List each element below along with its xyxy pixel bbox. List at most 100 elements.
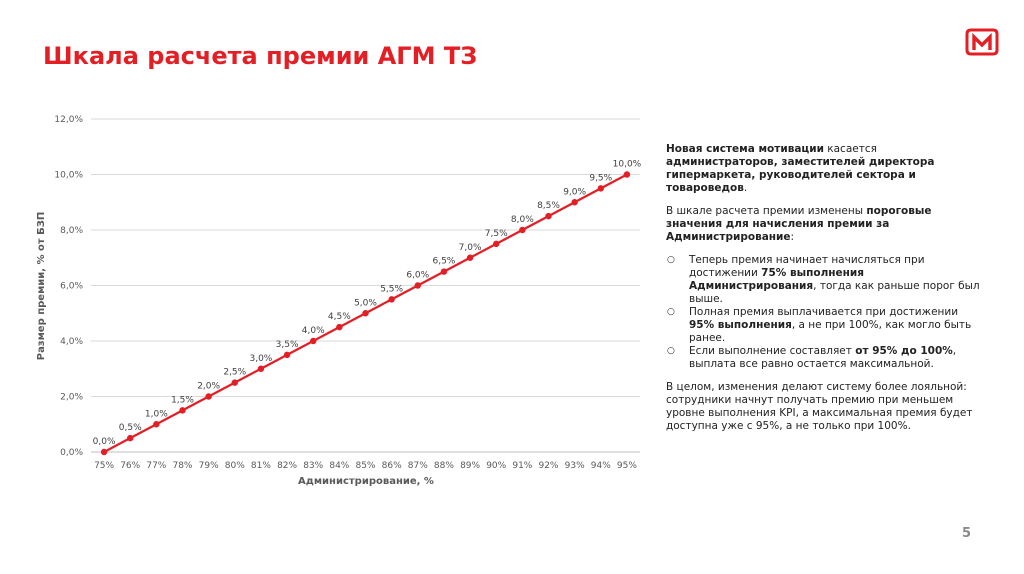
data-point: [205, 393, 212, 400]
data-label: 0,5%: [119, 423, 142, 433]
bold-text: 95% выполнения: [689, 319, 792, 331]
data-point: [466, 254, 474, 261]
x-tick-label: 85%: [355, 461, 375, 471]
y-tick-label: 8,0%: [60, 226, 83, 236]
intro-paragraph: Новая система мотивации касается админис…: [666, 143, 986, 195]
y-tick-label: 2,0%: [60, 393, 83, 403]
y-tick-label: 4,0%: [60, 337, 83, 347]
data-point: [179, 407, 186, 414]
list-item: Теперь премия начинает начисляться при д…: [666, 254, 986, 306]
x-tick-label: 79%: [199, 461, 219, 471]
data-point: [571, 199, 578, 206]
y-tick-label: 6,0%: [60, 282, 83, 292]
data-point: [545, 212, 552, 220]
data-point: [623, 171, 631, 178]
data-point: [362, 310, 369, 317]
x-tick-label: 77%: [146, 461, 166, 471]
data-label: 5,0%: [354, 298, 377, 308]
data-point: [231, 379, 238, 386]
y-tick-label: 12,0%: [54, 115, 83, 125]
x-axis-title: Администрирование, %: [298, 476, 434, 487]
data-label: 8,5%: [537, 201, 560, 211]
data-label: 5,5%: [380, 284, 403, 294]
data-point: [310, 337, 317, 345]
text-run: В целом, изменения делают систему более …: [666, 381, 973, 432]
x-tick-label: 78%: [172, 461, 192, 471]
data-point: [597, 185, 604, 192]
text-run: , выплата все равно остается максимально…: [689, 345, 957, 370]
x-tick-label: 81%: [251, 461, 271, 471]
data-point: [283, 351, 291, 359]
x-tick-label: 94%: [591, 461, 611, 471]
data-label: 4,0%: [302, 326, 325, 336]
list-item: Полная премия выплачивается при достижен…: [666, 306, 986, 345]
bold-text: администраторов, заместителей директора …: [666, 156, 935, 194]
chart-data-labels: 0,0%0,5%1,0%1,5%2,0%2,5%3,0% 3,5%4,0%4,5%…: [93, 160, 642, 448]
data-point: [440, 268, 448, 275]
bold-text: 75% выполнения Администрирования: [689, 267, 864, 292]
data-label: 9,5%: [589, 173, 612, 183]
x-tick-label: 90%: [486, 461, 506, 471]
x-tick-label: 92%: [538, 461, 558, 471]
text-run: Полная премия выплачивается при достижен…: [689, 306, 959, 318]
x-tick-label: 95%: [617, 461, 637, 471]
x-tick-label: 87%: [408, 461, 428, 471]
data-label: 7,5%: [485, 229, 508, 239]
data-point: [153, 421, 160, 428]
description-panel: Новая система мотивации касается админис…: [666, 143, 986, 443]
x-tick-label: 91%: [512, 461, 532, 471]
y-tick-label: 0,0%: [60, 448, 83, 458]
data-label: 2,5%: [223, 368, 246, 378]
magnit-logo-icon: [965, 28, 999, 56]
page-number: 5: [962, 526, 972, 541]
x-tick-label: 86%: [382, 461, 402, 471]
bold-text: пороговые значения для начисления премии…: [666, 205, 932, 243]
data-point: [388, 296, 395, 303]
data-point: [257, 365, 265, 372]
text-run: Если выполнение составляет: [689, 345, 856, 357]
data-label: 2,0%: [197, 382, 220, 392]
x-axis-tick-labels: 75% 76% 77% 78% 79% 80% 81% 82% 83% 84% 85% 86% 87% 8…: [94, 461, 637, 471]
x-tick-label: 84%: [329, 461, 349, 471]
data-point: [336, 323, 343, 331]
bold-text: от 95% до 100%: [855, 345, 953, 357]
data-label: 8,0%: [511, 215, 534, 225]
summary-paragraph: В целом, изменения делают систему более …: [666, 381, 986, 433]
y-axis-tick-labels: 0,0% 2,0% 4,0% 6,0% 8,0% 10,0% 12,0%: [54, 115, 83, 458]
text-run: , а не при 100%, как могло быть ранее.: [689, 319, 972, 344]
chart-series: [100, 171, 631, 456]
data-label: 6,5%: [432, 257, 455, 267]
list-item: Если выполнение составляет от 95% до 100…: [666, 345, 986, 371]
data-point: [493, 240, 500, 248]
data-label: 1,0%: [145, 409, 168, 419]
data-label: 10,0%: [613, 160, 642, 170]
thresholds-paragraph: В шкале расчета премии изменены пороговы…: [666, 205, 986, 244]
x-tick-label: 76%: [120, 461, 140, 471]
data-label: 9,0%: [563, 187, 586, 197]
x-tick-label: 75%: [94, 461, 114, 471]
data-label: 0,0%: [93, 437, 116, 447]
data-point: [414, 282, 421, 289]
data-label: 4,5%: [328, 312, 351, 322]
data-point: [519, 226, 526, 234]
x-tick-label: 83%: [303, 461, 323, 471]
y-axis-title: Размер премии, % от БЗП: [36, 212, 47, 361]
data-label: 6,0%: [406, 271, 429, 281]
data-label: 7,0%: [459, 243, 482, 253]
y-tick-label: 10,0%: [54, 171, 83, 181]
x-tick-label: 89%: [460, 461, 480, 471]
data-label: 3,0%: [249, 354, 272, 364]
x-tick-label: 88%: [434, 461, 454, 471]
data-point: [100, 448, 108, 456]
changes-list: Теперь премия начинает начисляться при д…: [666, 254, 986, 371]
bonus-scale-chart: 0,0% 2,0% 4,0% 6,0% 8,0% 10,0% 12,0% 75% 76% 77%…: [36, 115, 642, 487]
text-run: , тогда как раньше порог был выше.: [689, 280, 980, 305]
text-run: касается: [823, 143, 877, 155]
text-run: .: [743, 182, 748, 194]
x-tick-label: 82%: [277, 461, 297, 471]
text-run: В шкале расчета премии изменены: [666, 205, 867, 217]
text-run: :: [790, 231, 795, 243]
chart-gridlines: [91, 118, 640, 453]
text-run: Теперь премия начинает начисляться при д…: [689, 254, 925, 279]
bold-text: Новая система мотивации: [666, 143, 824, 155]
